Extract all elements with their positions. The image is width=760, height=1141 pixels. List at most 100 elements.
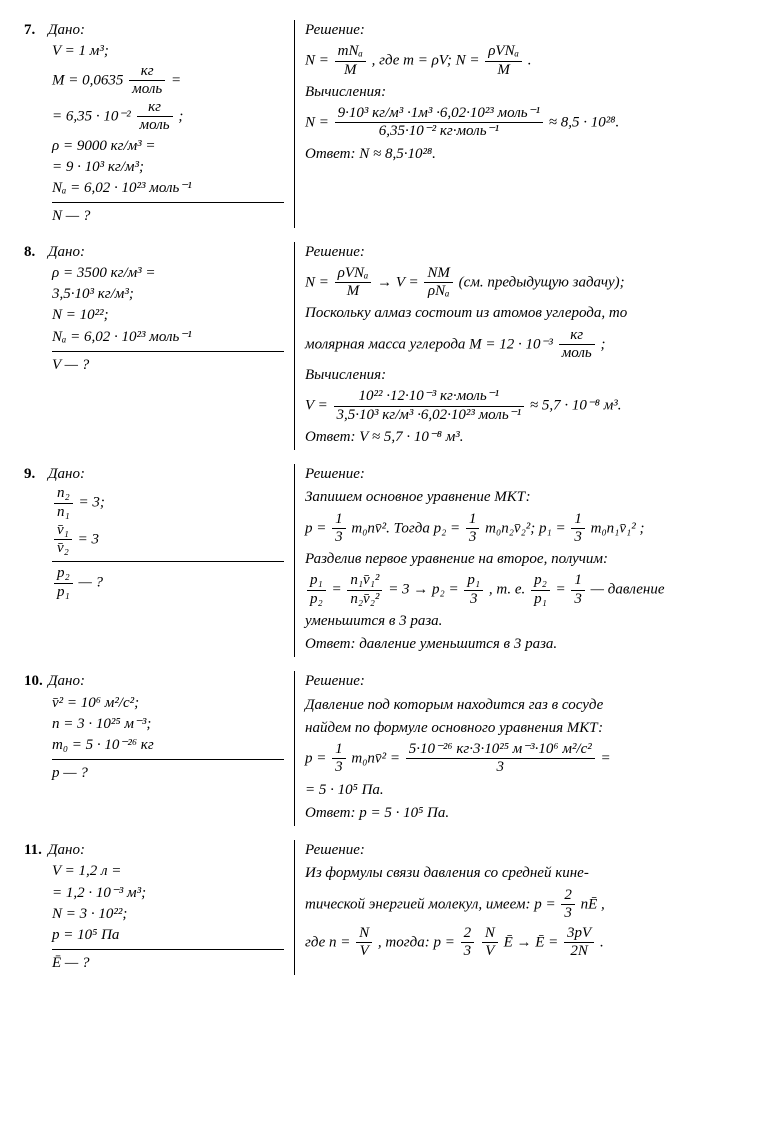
fraction: 9·10³ кг/м³ ·1м³ ·6,02·10²³ моль⁻¹6,35·1… (335, 105, 543, 141)
solution-line: p₁p₂ = n₁v̄₁²n₂v̄₂² = 3 → p₂ = p₁3 , т. … (305, 572, 736, 608)
answer-line: Ответ: N ≈ 8,5·10²⁸. (305, 144, 736, 164)
given-column: 7. Дано: V = 1 м³; M = 0,0635 кг моль = … (24, 20, 294, 228)
unknown: p — ? (52, 763, 284, 783)
fraction: 13 (332, 511, 346, 547)
fraction: кгмоль (559, 327, 595, 363)
solution-column: Решение: Из формулы связи давления со ср… (294, 840, 736, 975)
given-line: 3,5·10³ кг/м³; (52, 284, 284, 304)
given-line: = 9 · 10³ кг/м³; (52, 157, 284, 177)
fraction: 13 (571, 572, 585, 608)
solution-label: Решение: (305, 840, 736, 860)
problem-7: 7. Дано: V = 1 м³; M = 0,0635 кг моль = … (24, 20, 736, 228)
answer-line: Ответ: p = 5 · 10⁵ Па. (305, 803, 736, 823)
solution-body: N = mNₐM , где m = ρV; N = ρVNₐM . Вычис… (305, 43, 736, 164)
solution-line: p = 13 m₀nv̄². Тогда p₂ = 13 m₀n₂v̄₂²; p… (305, 511, 736, 547)
fraction: n₁v̄₁²n₂v̄₂² (347, 572, 382, 608)
given-line: n₂n₁ = 3; (52, 485, 284, 521)
solution-line: тической энергией молекул, имеем: p = 23… (305, 887, 736, 923)
fraction: NMρNₐ (424, 265, 453, 301)
solution-label: Решение: (305, 20, 736, 40)
given-line: M = 0,0635 кг моль = (52, 63, 284, 99)
fraction: p₂p₁ (531, 572, 550, 608)
given-body: V = 1,2 л = = 1,2 · 10⁻³ м³; N = 3 · 10²… (52, 861, 284, 973)
given-line: = 6,35 · 10⁻² кг моль ; (52, 99, 284, 135)
solution-body: Запишем основное уравнение МКТ: p = 13 m… (305, 487, 736, 654)
fraction: 13 (466, 511, 480, 547)
given-line: ρ = 3500 кг/м³ = (52, 263, 284, 283)
solution-body: Из формулы связи давления со средней кин… (305, 863, 736, 960)
solution-line: N = mNₐM , где m = ρV; N = ρVNₐM . (305, 43, 736, 79)
fraction: 13 (571, 511, 585, 547)
problem-number: 11. (24, 840, 48, 860)
divider (52, 949, 284, 950)
given-column: 9. Дано: n₂n₁ = 3; v̄₁v̄₂ = 3 p₂p₁ — ? (24, 464, 294, 657)
fraction: n₂n₁ (54, 485, 73, 521)
fraction: 23 (561, 887, 575, 923)
solution-line: Поскольку алмаз состоит из атомов углеро… (305, 303, 736, 323)
given-label: Дано: (48, 20, 85, 40)
solution-label: Решение: (305, 671, 736, 691)
answer-line: Ответ: давление уменьшится в 3 раза. (305, 634, 736, 654)
calc-label: Вычисления: (305, 82, 736, 102)
solution-line: V = 10²² ·12·10⁻³ кг·моль⁻¹3,5·10³ кг/м³… (305, 388, 736, 424)
problem-11: 11. Дано: V = 1,2 л = = 1,2 · 10⁻³ м³; N… (24, 840, 736, 975)
problem-number: 7. (24, 20, 48, 40)
given-line: p = 10⁵ Па (52, 925, 284, 945)
given-label: Дано: (48, 671, 85, 691)
solution-line: p = 13 m₀nv̄² = 5·10⁻²⁶ кг·3·10²⁵ м⁻³·10… (305, 741, 736, 777)
problem-10: 10. Дано: v̄² = 10⁶ м²/с²; n = 3 · 10²⁵ … (24, 671, 736, 826)
given-line: Nₐ = 6,02 · 10²³ моль⁻¹ (52, 178, 284, 198)
unknown: Ē — ? (52, 953, 284, 973)
solution-line: Запишем основное уравнение МКТ: (305, 487, 736, 507)
given-line: V = 1,2 л = (52, 861, 284, 881)
given-line: n = 3 · 10²⁵ м⁻³; (52, 714, 284, 734)
divider (52, 202, 284, 203)
fraction: 10²² ·12·10⁻³ кг·моль⁻¹3,5·10³ кг/м³ ·6,… (334, 388, 525, 424)
fraction: кг моль (129, 63, 165, 99)
fraction: NV (482, 925, 498, 961)
divider (52, 759, 284, 760)
solution-column: Решение: Давление под которым находится … (294, 671, 736, 826)
solution-line: = 5 · 10⁵ Па. (305, 780, 736, 800)
solution-line: Разделив первое уравнение на второе, пол… (305, 549, 736, 569)
given-column: 10. Дано: v̄² = 10⁶ м²/с²; n = 3 · 10²⁵ … (24, 671, 294, 826)
answer-line: Ответ: V ≈ 5,7 · 10⁻⁸ м³. (305, 427, 736, 447)
fraction: 23 (461, 925, 475, 961)
unknown: V — ? (52, 355, 284, 375)
given-line: v̄₁v̄₂ = 3 (52, 522, 284, 558)
given-body: n₂n₁ = 3; v̄₁v̄₂ = 3 p₂p₁ — ? (52, 485, 284, 601)
given-line: v̄² = 10⁶ м²/с²; (52, 693, 284, 713)
solution-column: Решение: N = ρVNₐM → V = NMρNₐ (см. пред… (294, 242, 736, 451)
solution-label: Решение: (305, 242, 736, 262)
fraction: 13 (332, 741, 346, 777)
solution-column: Решение: Запишем основное уравнение МКТ:… (294, 464, 736, 657)
solution-line: уменьшится в 3 раза. (305, 611, 736, 631)
divider (52, 561, 284, 562)
solution-line: Давление под которым находится газ в сос… (305, 695, 736, 715)
fraction: p₂p₁ (54, 565, 73, 601)
solution-line: Из формулы связи давления со средней кин… (305, 863, 736, 883)
given-label: Дано: (48, 840, 85, 860)
fraction: p₁p₂ (307, 572, 326, 608)
solution-line: молярная масса углерода M = 12 · 10⁻³ кг… (305, 327, 736, 363)
problem-8: 8. Дано: ρ = 3500 кг/м³ = 3,5·10³ кг/м³;… (24, 242, 736, 451)
given-line: N = 3 · 10²²; (52, 904, 284, 924)
solution-line: где n = NV , тогда: p = 23 NV Ē → Ē = 3p… (305, 925, 736, 961)
solution-line: найдем по формуле основного уравнения МК… (305, 718, 736, 738)
fraction: 3pV2N (564, 925, 594, 961)
solution-body: N = ρVNₐM → V = NMρNₐ (см. предыдущую за… (305, 265, 736, 447)
given-body: V = 1 м³; M = 0,0635 кг моль = = 6,35 · … (52, 41, 284, 226)
solution-column: Решение: N = mNₐM , где m = ρV; N = ρVNₐ… (294, 20, 736, 228)
given-line: m₀ = 5 · 10⁻²⁶ кг (52, 735, 284, 755)
given-line: N = 10²²; (52, 305, 284, 325)
divider (52, 351, 284, 352)
given-line: ρ = 9000 кг/м³ = (52, 136, 284, 156)
problem-number: 8. (24, 242, 48, 262)
given-column: 8. Дано: ρ = 3500 кг/м³ = 3,5·10³ кг/м³;… (24, 242, 294, 451)
fraction: ρVNₐM (335, 265, 372, 301)
given-label: Дано: (48, 242, 85, 262)
problem-9: 9. Дано: n₂n₁ = 3; v̄₁v̄₂ = 3 p₂p₁ — ? Р… (24, 464, 736, 657)
problem-number: 10. (24, 671, 48, 691)
given-line: = 1,2 · 10⁻³ м³; (52, 883, 284, 903)
fraction: mNₐM (335, 43, 366, 79)
